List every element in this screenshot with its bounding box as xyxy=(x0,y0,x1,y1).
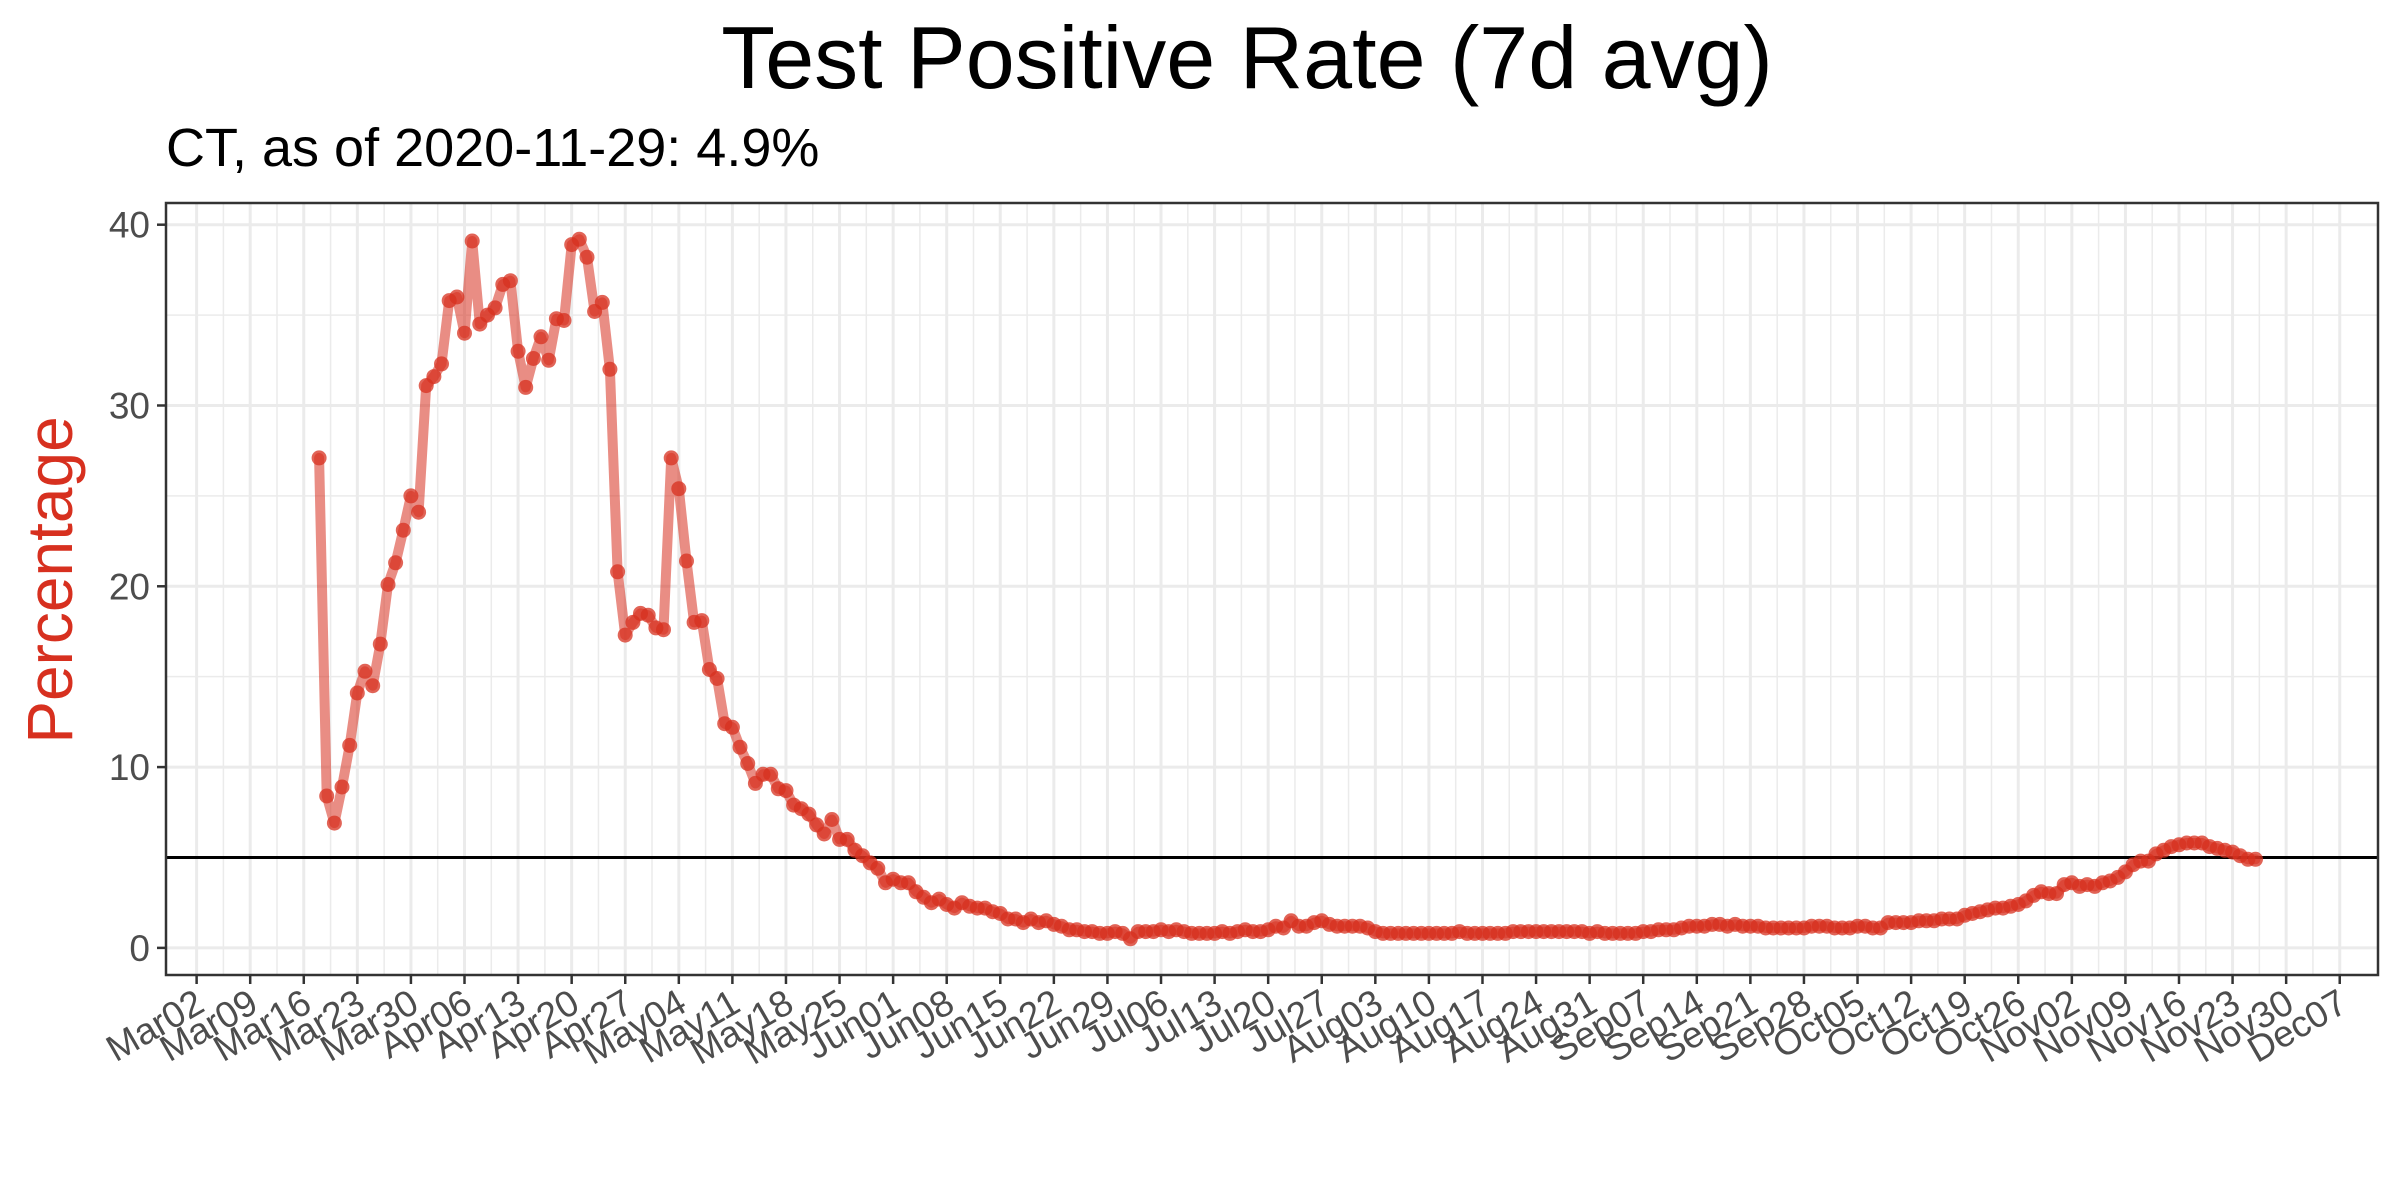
data-point xyxy=(365,678,381,694)
gridlines xyxy=(166,203,2378,975)
data-point xyxy=(457,325,472,341)
data-point xyxy=(694,613,710,629)
data-point xyxy=(349,685,365,701)
y-tick-label: 20 xyxy=(109,566,150,607)
data-point xyxy=(778,783,794,799)
data-point xyxy=(395,522,411,538)
data-point xyxy=(610,564,626,580)
data-point xyxy=(487,300,503,316)
data-points xyxy=(311,231,2263,947)
data-point xyxy=(617,627,633,643)
data-point xyxy=(801,806,817,822)
y-axis: 0 10 20 30 40 xyxy=(109,205,166,969)
data-point xyxy=(671,481,687,497)
panel-border xyxy=(164,201,2380,977)
data-point xyxy=(656,622,671,638)
data-point xyxy=(816,826,832,842)
y-tick-label: 40 xyxy=(109,205,150,246)
data-point xyxy=(870,860,886,876)
data-point xyxy=(663,450,679,466)
y-tick-label: 30 xyxy=(109,385,150,426)
data-point xyxy=(732,739,748,755)
data-point xyxy=(380,577,396,592)
data-point xyxy=(342,737,358,753)
data-point xyxy=(411,504,427,520)
data-point xyxy=(571,231,587,247)
data-point xyxy=(525,351,541,366)
data-point xyxy=(724,719,740,735)
plot-border xyxy=(164,201,2380,977)
y-tick-label: 10 xyxy=(109,747,150,788)
plot-panel xyxy=(166,203,2378,975)
data-point xyxy=(824,812,840,827)
data-point xyxy=(502,273,518,289)
data-point xyxy=(372,636,388,652)
data-point xyxy=(579,249,595,265)
y-axis-label: Percentage xyxy=(14,416,86,743)
data-point xyxy=(326,815,342,831)
data-point xyxy=(510,343,526,359)
data-point xyxy=(426,369,442,385)
x-axis: Mar02Mar09Mar16Mar23Mar30Apr06Apr13Apr20… xyxy=(99,975,2354,1072)
data-point xyxy=(334,779,350,795)
data-point xyxy=(449,289,465,305)
chart-title: Test Positive Rate (7d avg) xyxy=(721,8,1773,107)
plot-background xyxy=(166,203,2378,975)
data-point xyxy=(403,488,419,504)
data-point xyxy=(709,671,725,686)
data-point xyxy=(311,450,327,466)
data-point xyxy=(763,766,779,782)
data-point xyxy=(640,607,656,623)
data-point xyxy=(319,788,335,804)
data-point xyxy=(388,555,404,571)
data-point xyxy=(541,352,557,368)
data-point xyxy=(518,379,534,395)
y-tick-label: 0 xyxy=(129,928,150,969)
data-point xyxy=(602,361,618,377)
data-point xyxy=(556,313,572,328)
data-point xyxy=(434,356,449,372)
data-point xyxy=(740,756,756,771)
data-point xyxy=(594,294,610,310)
data-point xyxy=(839,831,855,847)
data-point xyxy=(533,329,549,345)
data-point xyxy=(2248,851,2263,867)
data-point xyxy=(464,233,480,249)
data-point xyxy=(679,553,694,569)
data-point xyxy=(357,663,373,679)
chart-subtitle: CT, as of 2020-11-29: 4.9% xyxy=(166,118,819,178)
